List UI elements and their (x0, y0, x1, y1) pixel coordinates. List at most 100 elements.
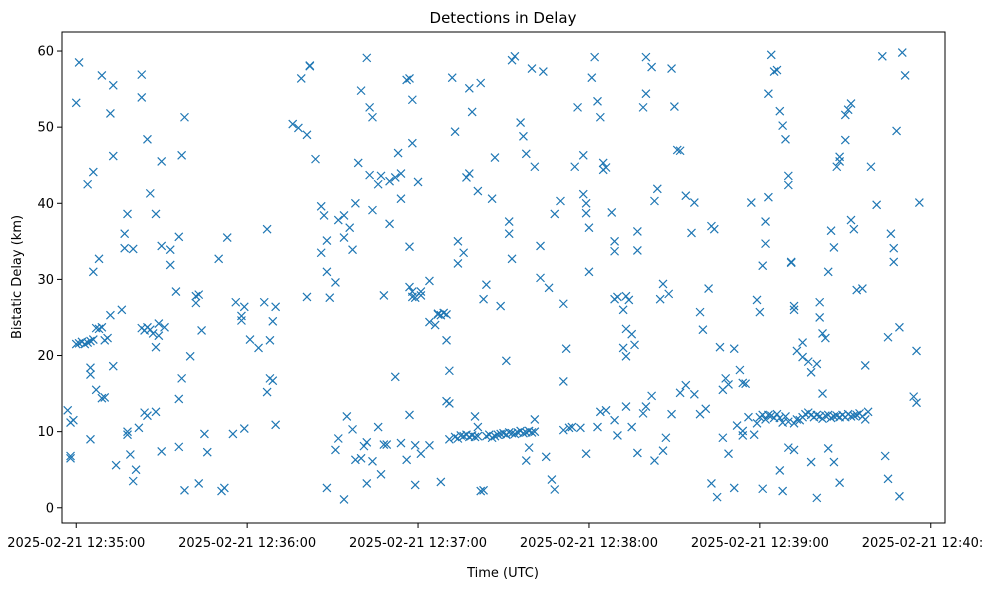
data-point (305, 61, 315, 70)
data-point (80, 339, 90, 349)
data-point (618, 305, 628, 315)
x-tick-label: 2025-02-21 12:36:00 (178, 536, 316, 551)
data-point (202, 447, 212, 457)
data-point (376, 171, 386, 181)
data-point (772, 65, 782, 75)
data-point (362, 437, 372, 447)
data-point (701, 404, 711, 414)
data-point (863, 407, 873, 417)
data-point (752, 418, 762, 428)
data-point (595, 407, 605, 417)
data-point (111, 460, 121, 470)
data-point (746, 198, 756, 207)
data-point (510, 429, 520, 439)
data-point (402, 455, 412, 465)
data-point (493, 430, 503, 440)
data-point (407, 138, 417, 148)
data-point (302, 130, 312, 140)
data-point (675, 146, 685, 156)
data-point (94, 254, 104, 264)
data-point (333, 215, 343, 225)
data-point (137, 70, 147, 80)
data-point (365, 102, 375, 112)
data-point (724, 380, 733, 389)
data-point (860, 415, 870, 424)
data-point (416, 449, 426, 459)
data-point (818, 389, 827, 399)
data-point (481, 431, 491, 441)
data-point (490, 431, 500, 441)
data-point (581, 449, 591, 459)
data-point (125, 450, 135, 459)
x-tick-label: 2025-02-21 12:37:00 (349, 536, 487, 551)
data-point (322, 267, 332, 277)
data-point (618, 343, 628, 353)
data-point (416, 290, 426, 300)
data-point (849, 411, 859, 421)
data-point (849, 224, 859, 234)
data-point (778, 121, 788, 131)
data-point (339, 494, 349, 504)
data-point (590, 52, 600, 62)
data-point (311, 154, 320, 164)
data-point (362, 53, 372, 63)
data-point (761, 239, 770, 249)
data-point (444, 434, 454, 444)
data-point (379, 440, 389, 450)
data-point (627, 329, 637, 339)
data-point (479, 294, 488, 304)
data-point (470, 432, 480, 442)
data-point (570, 162, 580, 172)
plot-area-frame (61, 31, 946, 524)
data-point (459, 248, 469, 258)
data-point (667, 64, 676, 73)
data-point (852, 285, 862, 295)
data-point (376, 469, 386, 479)
data-point (180, 485, 189, 495)
data-point (738, 426, 748, 436)
data-point (632, 246, 642, 255)
data-point (194, 478, 204, 488)
data-point (245, 335, 255, 344)
data-point (325, 293, 335, 303)
data-point (348, 424, 357, 434)
data-point (430, 320, 440, 330)
data-point (536, 241, 545, 251)
y-tick-label: 30 (37, 273, 54, 288)
x-tick-label: 2025-02-21 12:35:00 (7, 536, 145, 551)
data-point (302, 292, 312, 302)
data-point (237, 316, 246, 325)
data-point (806, 367, 816, 377)
data-point (103, 333, 112, 343)
data-point (823, 267, 833, 277)
data-point (342, 412, 352, 421)
data-point (177, 150, 187, 160)
data-point (895, 491, 904, 501)
data-point (262, 387, 272, 397)
data-point (322, 483, 332, 493)
y-tick-label: 60 (37, 45, 54, 60)
data-point (721, 373, 731, 383)
data-point (761, 217, 770, 226)
data-point (550, 485, 560, 494)
data-point (128, 244, 138, 254)
data-point (769, 67, 779, 77)
data-point (658, 279, 668, 289)
data-point (353, 158, 363, 168)
data-point (772, 409, 782, 419)
data-point (407, 287, 417, 297)
data-point (587, 73, 597, 83)
data-point (239, 424, 249, 434)
data-point (481, 280, 491, 290)
data-point (131, 465, 141, 475)
data-point (595, 112, 605, 122)
data-point (558, 425, 568, 435)
data-point (803, 357, 813, 367)
data-point (812, 493, 822, 503)
data-point (165, 260, 175, 270)
data-point (177, 373, 187, 383)
data-point (271, 302, 281, 312)
data-point (86, 336, 95, 346)
data-point (259, 297, 269, 307)
data-point (632, 448, 642, 458)
